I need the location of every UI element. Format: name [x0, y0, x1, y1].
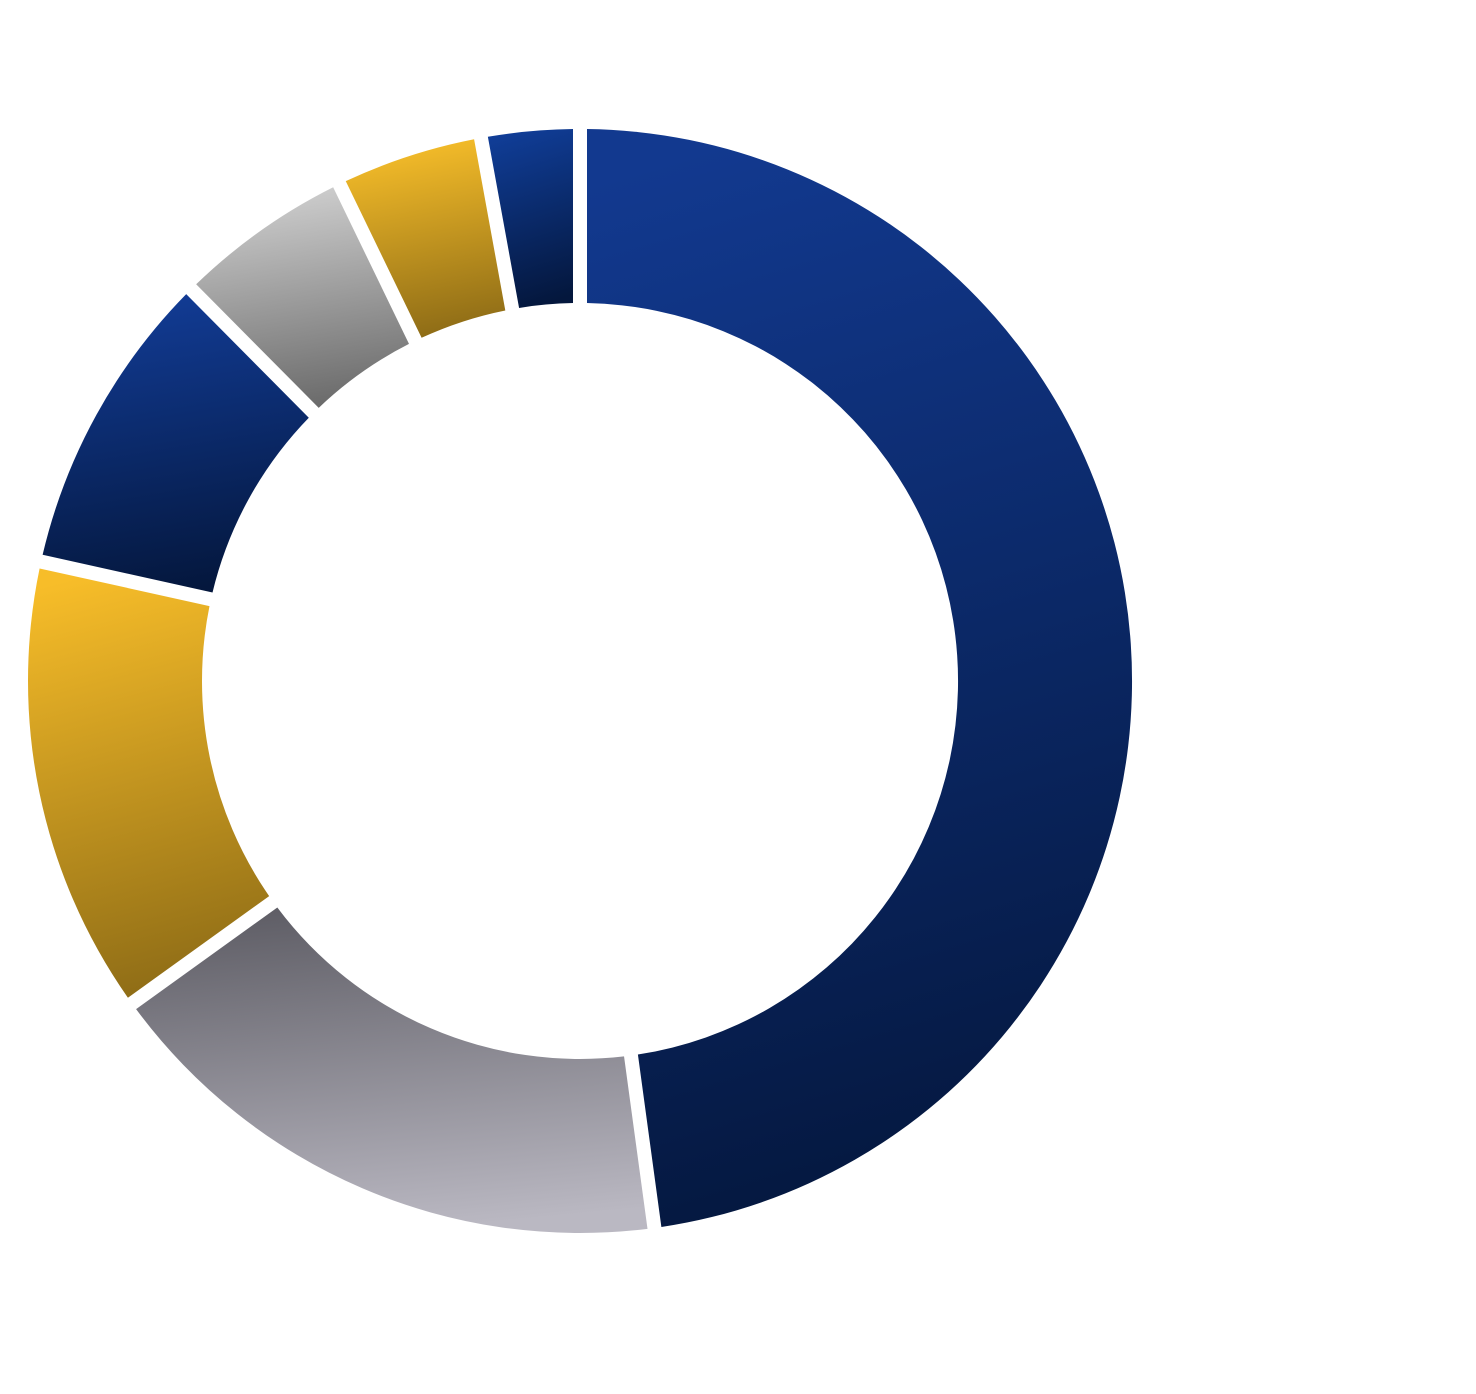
donut-slice-5: [196, 187, 409, 408]
donut-slices: [28, 129, 1133, 1234]
donut-slice-4: [42, 294, 309, 593]
donut-slice-6: [345, 139, 506, 338]
donut-slice-1: [587, 129, 1133, 1227]
donut-slice-2: [136, 907, 648, 1234]
donut-slice-3: [28, 568, 270, 998]
donut-slice-7: [487, 129, 573, 308]
